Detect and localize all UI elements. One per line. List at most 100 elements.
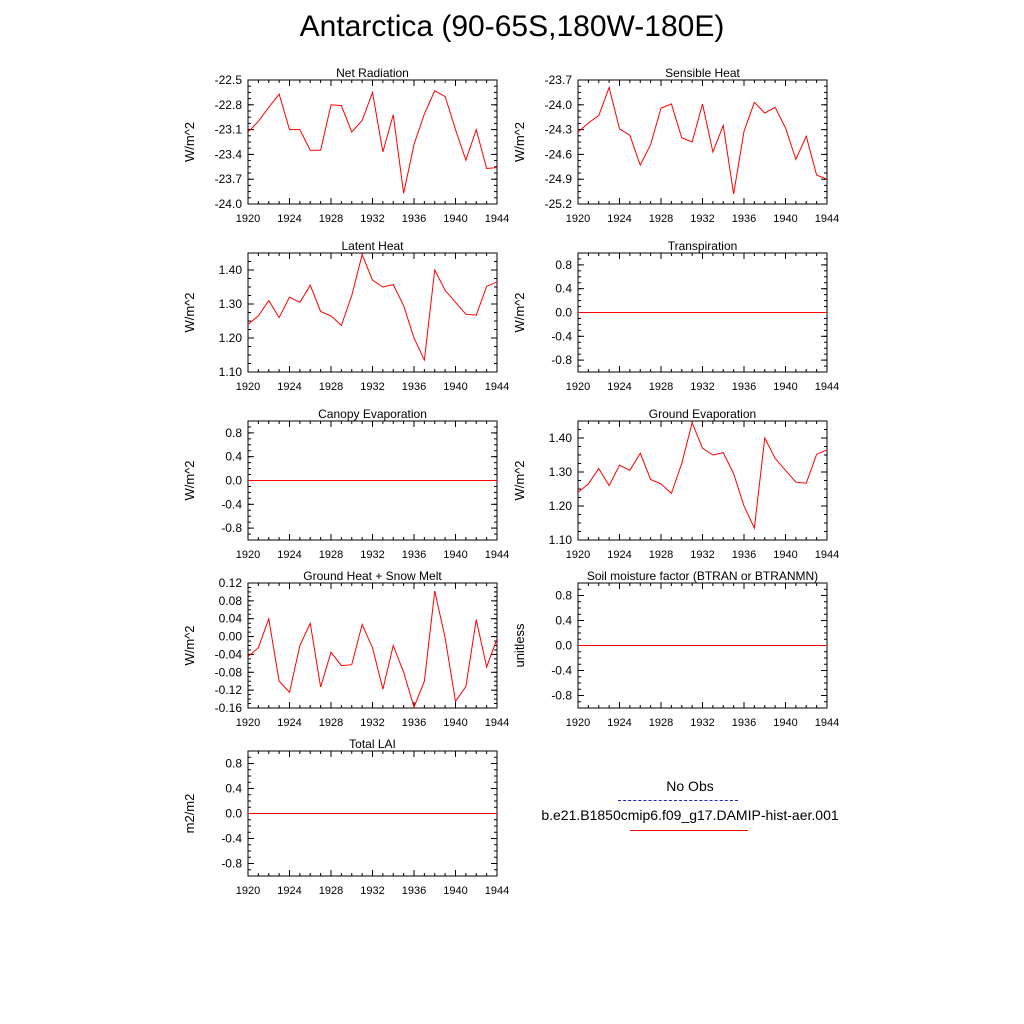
- y-tick-label: 0.8: [225, 426, 242, 440]
- x-tick-label: 1944: [815, 549, 839, 561]
- y-axis-label: W/m^2: [512, 122, 527, 162]
- x-tick-label: 1928: [319, 213, 343, 225]
- y-tick-label: 1.20: [219, 331, 243, 345]
- x-tick-label: 1928: [649, 717, 673, 729]
- y-axis-label: unitless: [512, 623, 527, 668]
- series-line: [577, 421, 828, 530]
- y-tick-label: 0.8: [225, 757, 242, 771]
- y-tick-label: 0.0: [225, 807, 242, 821]
- x-tick-label: 1944: [815, 381, 839, 393]
- y-tick-label: -0.12: [215, 683, 243, 697]
- series-line: [577, 85, 828, 195]
- x-tick-label: 1932: [360, 549, 384, 561]
- x-tick-label: 1924: [607, 549, 631, 561]
- y-tick-label: 0.0: [225, 474, 242, 488]
- x-tick-label: 1920: [236, 381, 260, 393]
- x-tick-label: 1928: [319, 885, 343, 897]
- y-tick-label: 0.0: [555, 306, 572, 320]
- y-tick-label: 0.04: [219, 612, 243, 626]
- x-tick-label: 1924: [607, 213, 631, 225]
- series-line: [247, 590, 498, 709]
- chart-title: Sensible Heat: [665, 66, 740, 80]
- chart-title: Ground Evaporation: [649, 407, 756, 421]
- chart-title: Transpiration: [668, 239, 738, 253]
- y-tick-label: -22.8: [215, 98, 243, 112]
- y-tick-label: 0.4: [555, 614, 572, 628]
- x-tick-label: 1936: [402, 213, 426, 225]
- y-axis-label: W/m^2: [182, 625, 197, 665]
- plot-frame: [577, 420, 828, 541]
- x-tick-label: 1920: [236, 549, 260, 561]
- x-tick-label: 1936: [402, 885, 426, 897]
- legend-label-model: b.e21.B1850cmip6.f09_g17.DAMIP-hist-aer.…: [541, 807, 839, 823]
- x-tick-label: 1936: [732, 213, 756, 225]
- chart-title: Canopy Evaporation: [318, 407, 427, 421]
- y-tick-label: 1.10: [219, 365, 243, 379]
- y-tick-label: 1.30: [219, 297, 243, 311]
- x-tick-label: 1940: [773, 381, 797, 393]
- chart-ground-heat-snow-melt: 1920 1924 1928 1932 1936 1940 1944 0.12 0.08 0.04…: [182, 569, 509, 729]
- x-tick-label: 1920: [566, 213, 590, 225]
- x-tick-label: 1928: [319, 717, 343, 729]
- x-tick-label: 1932: [690, 549, 714, 561]
- x-tick-label: 1936: [402, 381, 426, 393]
- x-tick-label: 1932: [690, 381, 714, 393]
- x-tick-label: 1940: [773, 717, 797, 729]
- plot-frame: [247, 582, 498, 709]
- x-tick-label: 1944: [485, 213, 509, 225]
- chart-title: Soil moisture factor (BTRAN or BTRANMN): [587, 569, 818, 583]
- y-tick-label: 0.12: [219, 576, 243, 590]
- chart-canopy-evaporation: 1920 1924 1928 1932 1936 1940 1944 0.8 0.4 0.0 -0.…: [182, 407, 509, 561]
- y-axis-label: W/m^2: [182, 122, 197, 162]
- chart-total-lai: 1920 1924 1928 1932 1936 1940 1944 0.8 0.4 0.0 -0.…: [182, 737, 509, 897]
- x-tick-label: 1924: [277, 717, 301, 729]
- y-tick-label: -0.4: [551, 664, 572, 678]
- x-tick-label: 1940: [443, 381, 467, 393]
- x-tick-label: 1924: [607, 381, 631, 393]
- x-tick-label: 1924: [277, 381, 301, 393]
- chart-net-radiation: 1920 1924 1928 1932 1936 1940 1944 -22.5 -22.8 -2…: [182, 66, 509, 225]
- x-tick-label: 1928: [649, 381, 673, 393]
- x-tick-label: 1932: [360, 381, 384, 393]
- x-tick-label: 1944: [485, 381, 509, 393]
- y-tick-label: -0.4: [551, 329, 572, 343]
- y-tick-label: 0.4: [555, 282, 572, 296]
- y-tick-label: -23.7: [545, 73, 573, 87]
- chart-soil-moisture-factor-btran-or-btranmn: 1920 1924 1928 1932 1936 1940 1944 0.8 0.4 0.0 -0.…: [512, 569, 839, 729]
- y-tick-label: -0.8: [221, 857, 242, 871]
- x-tick-label: 1928: [319, 549, 343, 561]
- chart-transpiration: 1920 1924 1928 1932 1936 1940 1944 0.8 0.4 0.0 -0.…: [512, 239, 839, 393]
- y-tick-label: -0.04: [215, 647, 243, 661]
- x-tick-label: 1940: [443, 717, 467, 729]
- y-tick-label: -24.0: [545, 98, 573, 112]
- y-tick-label: -24.6: [545, 147, 573, 161]
- x-tick-label: 1920: [566, 717, 590, 729]
- y-tick-label: -0.8: [551, 689, 572, 703]
- x-tick-label: 1924: [607, 717, 631, 729]
- x-tick-label: 1940: [773, 213, 797, 225]
- legend-line-no-obs: [618, 800, 738, 801]
- y-tick-label: 0.00: [219, 630, 243, 644]
- legend-line-model: [630, 830, 748, 831]
- y-tick-label: -24.3: [545, 123, 573, 137]
- y-tick-label: -0.8: [551, 353, 572, 367]
- y-axis-label: W/m^2: [182, 292, 197, 332]
- x-tick-label: 1932: [690, 213, 714, 225]
- x-tick-label: 1944: [815, 717, 839, 729]
- x-tick-label: 1936: [732, 717, 756, 729]
- y-tick-label: -24.0: [215, 197, 243, 211]
- y-tick-label: -0.4: [221, 832, 242, 846]
- x-tick-label: 1928: [649, 549, 673, 561]
- y-axis-label: W/m^2: [512, 292, 527, 332]
- chart-title: Ground Heat + Snow Melt: [303, 569, 442, 583]
- y-axis-label: W/m^2: [182, 460, 197, 500]
- y-tick-label: -22.5: [215, 73, 243, 87]
- y-tick-label: 0.0: [555, 639, 572, 653]
- x-tick-label: 1932: [360, 885, 384, 897]
- chart-sensible-heat: 1920 1924 1928 1932 1936 1940 1944 -23.7 -24.0 -2…: [512, 66, 839, 225]
- x-tick-label: 1932: [360, 213, 384, 225]
- y-tick-label: -0.08: [215, 665, 243, 679]
- x-tick-label: 1944: [815, 213, 839, 225]
- x-tick-label: 1920: [566, 381, 590, 393]
